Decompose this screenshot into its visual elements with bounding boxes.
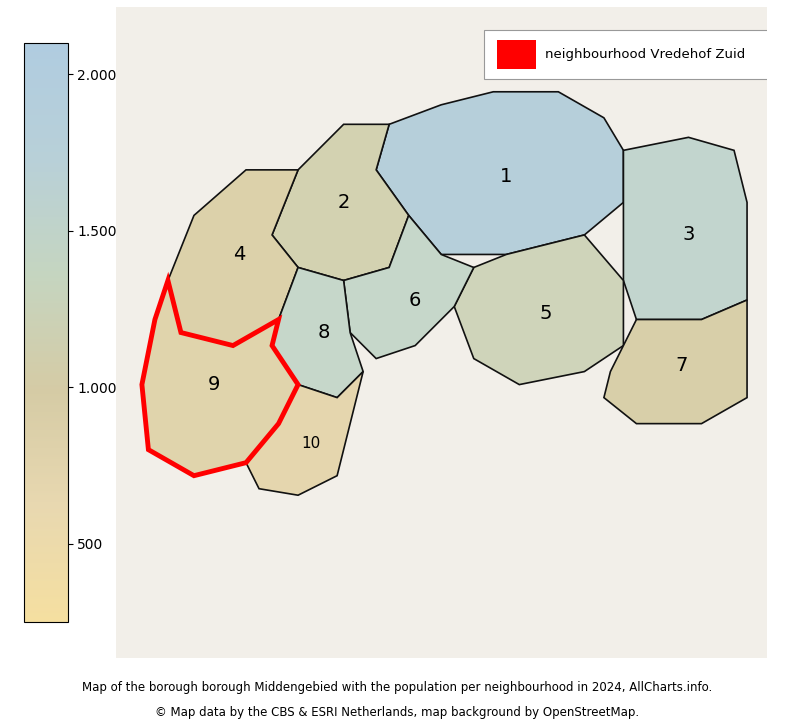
FancyBboxPatch shape (116, 7, 766, 658)
Text: 8: 8 (318, 323, 330, 342)
Polygon shape (246, 372, 363, 495)
Text: 3: 3 (682, 226, 695, 244)
Text: 4: 4 (233, 245, 246, 264)
Polygon shape (272, 267, 363, 398)
Text: 1: 1 (500, 167, 513, 186)
FancyBboxPatch shape (497, 40, 536, 69)
Polygon shape (343, 216, 474, 359)
Polygon shape (168, 170, 298, 346)
Polygon shape (454, 235, 623, 385)
Polygon shape (142, 280, 298, 476)
FancyBboxPatch shape (483, 30, 770, 79)
Polygon shape (623, 137, 747, 319)
Text: Map of the borough borough Middengebied with the population per neighbourhood in: Map of the borough borough Middengebied … (83, 682, 712, 695)
Text: 2: 2 (337, 193, 350, 212)
Text: neighbourhood Vredehof Zuid: neighbourhood Vredehof Zuid (545, 47, 746, 60)
Text: 5: 5 (539, 303, 552, 323)
Text: © Map data by the CBS & ESRI Netherlands, map background by OpenStreetMap.: © Map data by the CBS & ESRI Netherlands… (156, 705, 639, 718)
Polygon shape (604, 300, 747, 423)
Text: 10: 10 (301, 436, 320, 451)
Text: 7: 7 (676, 356, 688, 375)
Text: 9: 9 (207, 375, 219, 394)
Text: 6: 6 (409, 290, 421, 309)
Polygon shape (272, 124, 409, 280)
Polygon shape (376, 92, 623, 255)
